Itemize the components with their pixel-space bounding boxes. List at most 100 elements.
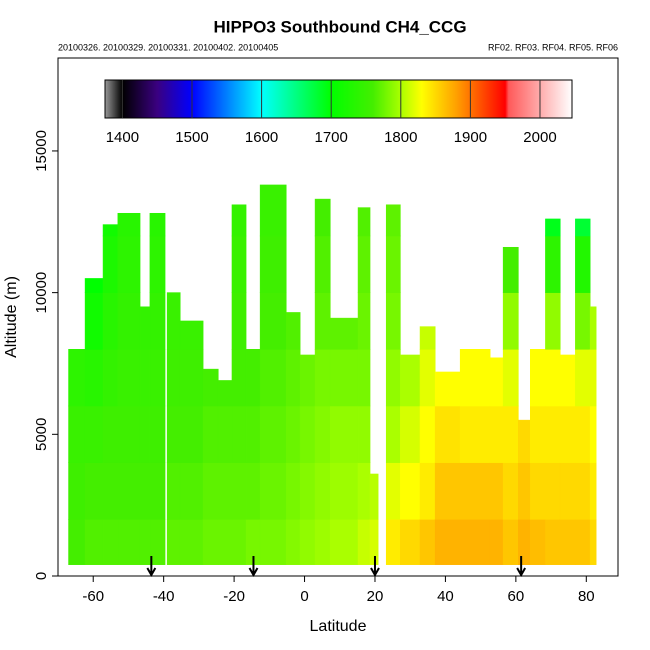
curtain-cell [84,278,104,293]
colorbar-tick-label: 1700 [315,129,348,146]
curtain-cell [117,349,141,407]
curtain-cell [84,405,104,463]
curtain-cell [419,326,436,350]
curtain-cell [385,405,401,463]
curtain-cell [489,462,504,520]
curtain-cell [314,405,331,463]
curtain-cell [357,292,371,350]
curtain-cell [245,462,261,520]
curtain-cell [518,462,531,520]
curtain-cell [459,405,491,463]
curtain-cell [84,292,104,350]
curtain-cell [285,312,301,350]
curtain-cell [434,519,461,565]
curtain-cell [139,405,151,463]
curtain-cell [245,405,261,463]
curtain-cell [559,519,576,565]
curtain-cell [489,357,504,407]
arrow [516,556,527,578]
curtain-cell [545,462,561,520]
curtain-cell [434,462,461,520]
curtain-cell [459,462,491,520]
x-axis-label: Latitude [310,618,367,635]
curtain-cell [314,349,331,407]
arrow [248,556,259,578]
curtain-cell [231,519,247,565]
curtain-cell [217,462,233,520]
curtain-cell [117,405,141,463]
curtain-cell [102,224,119,237]
curtain-cell [84,349,104,407]
curtain-cell [369,473,379,520]
curtain-cell [259,349,287,407]
curtain-cell [385,235,401,293]
curtain-cell [545,218,561,237]
curtain-cell [202,405,219,463]
curtain-cell [545,235,561,293]
curtain-cell [68,349,86,407]
curtain-cell [489,405,504,463]
curtain-cell [245,349,261,407]
curtain-cell [68,405,86,463]
curtain-cell [259,462,287,520]
curtain-cell [179,320,204,350]
curtain-cell [329,405,359,463]
curtain-cell [385,349,401,407]
curtain-cell [285,462,301,520]
curtain-cell [459,519,491,565]
plot-frame [57,57,619,577]
curtain-cell [299,462,316,520]
colorbar-tick-label: 1800 [384,129,417,146]
curtain-cell [102,462,119,520]
curtain-cell [139,306,151,350]
curtain-cell [502,519,519,565]
curtain-cell [117,212,141,237]
colorbar [104,79,573,119]
curtain-cell [102,405,119,463]
curtain-cell [502,349,519,407]
curtain-cell [149,349,166,407]
curtain-cell [259,292,287,350]
curtain-cell [589,462,597,520]
chart-title: HIPPO3 Southbound CH4_CCG [213,17,466,36]
curtain-cell [285,519,301,565]
curtain-cell [231,405,247,463]
colorbar-tick-label: 1400 [106,129,139,146]
x-tick-label: 20 [367,588,384,605]
curtain-cell [117,519,141,565]
x-tick-label: -60 [82,588,104,605]
y-tick-label: 15000 [33,130,50,172]
curtain-cell [530,462,546,520]
curtain-cell [502,405,519,463]
curtain-cell [459,349,491,407]
curtain-cell [419,462,436,520]
curtain-cell [166,462,181,520]
curtain-cell [84,519,104,565]
curtain-cell [179,349,204,407]
colorbar-tick-label: 1500 [175,129,208,146]
curtain-cell [314,292,331,350]
curtain-cell [400,519,421,565]
curtain-cell [329,462,359,520]
curtain-cell [434,405,461,463]
curtain-cell [314,235,331,293]
curtain-cell [589,519,597,565]
subtitle-right: RF02. RF03. RF04. RF05. RF06 [488,42,618,52]
curtain-cell [530,519,546,565]
curtain-cell [68,462,86,520]
curtain-cell [217,405,233,463]
curtain-cell [149,212,166,237]
curtain-cell [149,235,166,293]
curtain-cell [217,519,233,565]
curtain-cell [400,462,421,520]
curtain-cell [102,349,119,407]
curtain-cell [545,405,561,463]
curtain-cell [217,380,233,407]
curtain-cell [231,204,247,237]
colorbar-tick-label: 2000 [523,129,556,146]
curtain-cell [489,519,504,565]
curtain-cell [518,419,531,463]
curtain-cell [68,519,86,565]
curtain-cell [419,405,436,463]
